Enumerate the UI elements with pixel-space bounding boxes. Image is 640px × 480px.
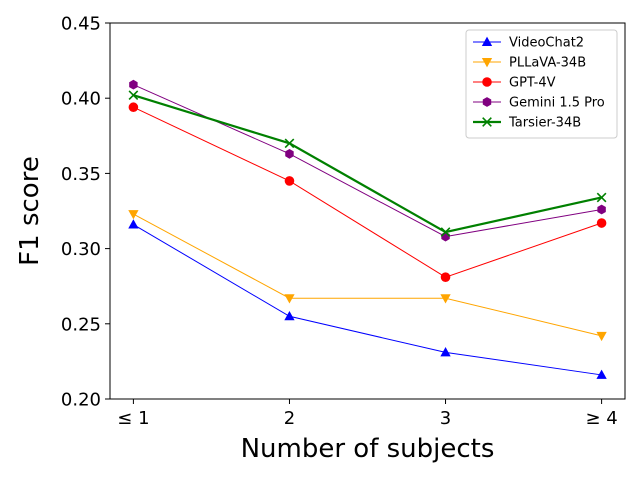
data-point — [440, 227, 451, 237]
legend-label: PLLaVA-34B — [509, 56, 586, 71]
data-point — [440, 347, 451, 357]
series-line — [133, 94, 602, 234]
data-point — [284, 176, 295, 186]
data-point — [128, 90, 139, 101]
legend-label: VideoChat2 — [509, 36, 584, 51]
series-videochat2 — [128, 219, 607, 379]
data-point — [284, 138, 295, 149]
series-layer — [128, 79, 607, 379]
data-point — [596, 331, 607, 342]
data-point — [285, 148, 294, 159]
y-tick-label: 0.25 — [61, 314, 101, 335]
data-point — [284, 294, 295, 304]
legend-entry: GPT-4V — [473, 76, 556, 91]
legend-marker — [482, 97, 492, 107]
series-line — [133, 213, 602, 337]
series-tarsier-34b — [128, 90, 607, 237]
data-point — [128, 210, 139, 220]
data-point — [596, 218, 607, 228]
legend-entry: PLLaVA-34B — [473, 56, 586, 71]
x-tick-label: ≤ 1 — [117, 408, 149, 429]
y-tick-label: 0.20 — [61, 390, 101, 411]
x-tick-label: 3 — [440, 408, 451, 429]
legend: VideoChat2 PLLaVA-34B GPT-4V Gemini 1.5 Pro… — [465, 29, 618, 139]
data-point — [128, 219, 139, 229]
legend-entry: Gemini 1.5 Pro — [473, 96, 605, 111]
series-gpt-4v — [128, 102, 607, 282]
axes-layer: ≤ 1 2 3 ≥ 4 0.20 0.25 0.30 0.35 0.40 0.45 — [61, 14, 626, 429]
legend-entry: VideoChat2 — [473, 36, 584, 51]
x-tick-label: ≥ 4 — [585, 408, 617, 429]
data-point — [440, 294, 451, 304]
legend-entry: Tarsier-34B — [473, 116, 581, 131]
legend-marker — [482, 77, 492, 87]
x-axis-title: Number of subjects — [241, 434, 495, 464]
legend-label: Tarsier-34B — [508, 116, 581, 131]
data-point — [596, 369, 607, 379]
series-line — [133, 106, 602, 278]
data-point — [440, 272, 451, 282]
data-point — [128, 102, 139, 113]
data-point — [129, 79, 138, 90]
data-point — [597, 204, 606, 215]
data-point — [284, 310, 295, 321]
legend-label: Gemini 1.5 Pro — [509, 96, 605, 111]
series-line — [133, 224, 602, 376]
legend-box — [465, 29, 618, 139]
y-tick-label: 0.35 — [61, 164, 101, 185]
y-tick-label: 0.45 — [61, 14, 101, 35]
plot-frame — [109, 22, 626, 400]
x-tick-label: 2 — [284, 408, 295, 429]
legend-label: GPT-4V — [509, 76, 556, 91]
y-tick-label: 0.40 — [61, 89, 101, 110]
data-point — [596, 192, 607, 203]
y-tick-label: 0.30 — [61, 239, 101, 260]
legend-marker — [481, 36, 493, 46]
series-pllava-34b — [128, 210, 607, 342]
legend-marker — [482, 117, 492, 127]
y-axis-title: F1 score — [15, 156, 45, 266]
legend-marker — [481, 58, 493, 68]
